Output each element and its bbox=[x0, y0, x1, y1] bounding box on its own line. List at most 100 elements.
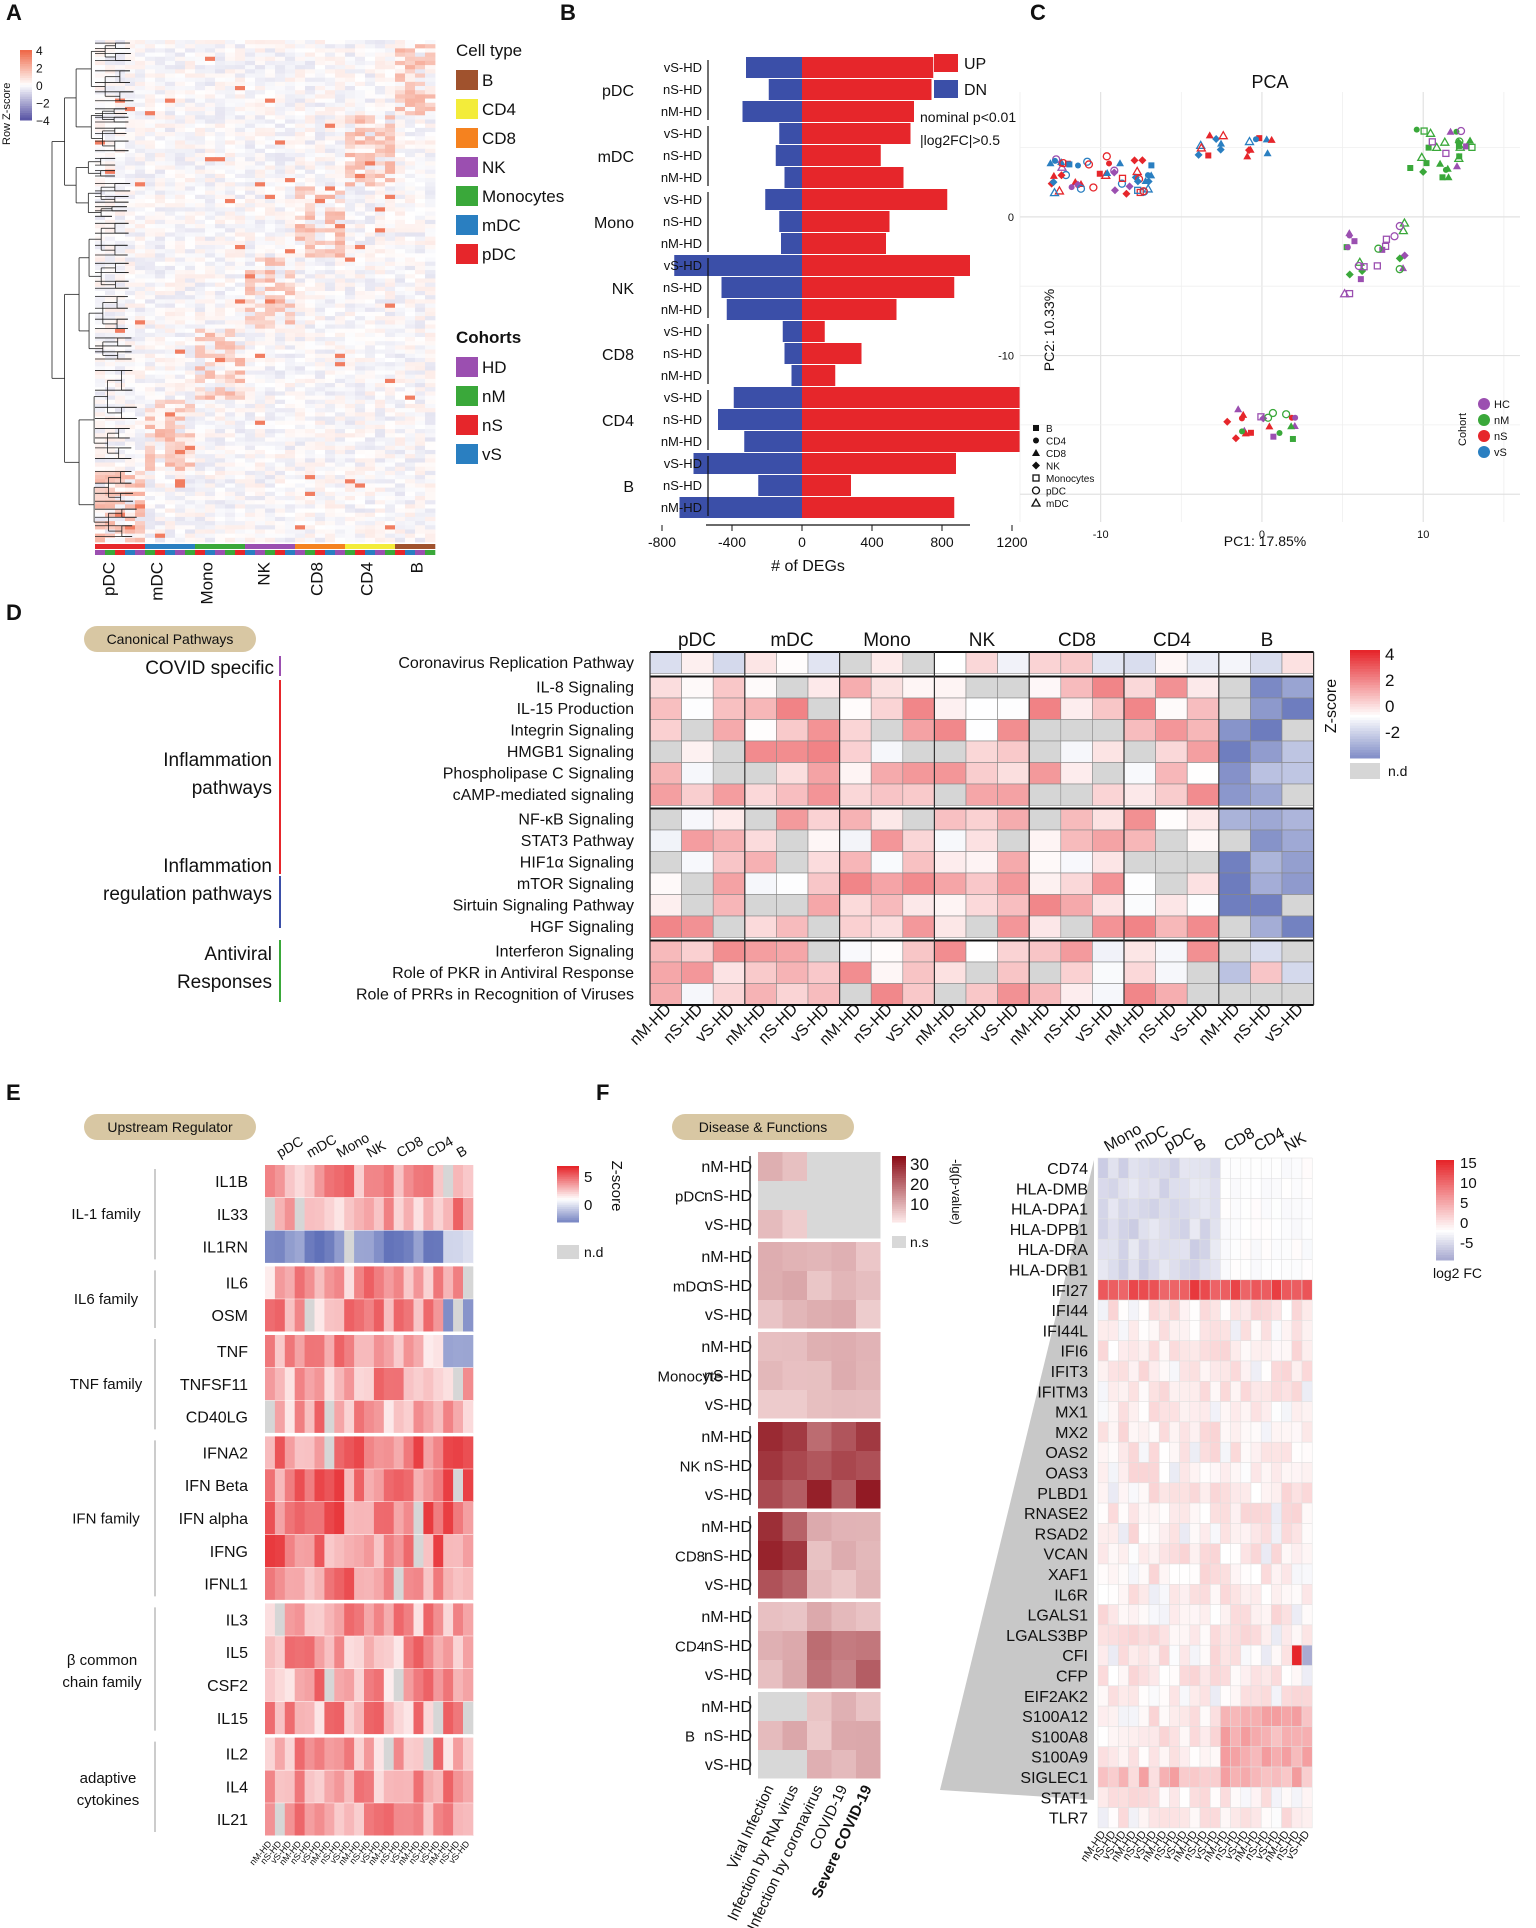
pca-point bbox=[1073, 180, 1082, 189]
heatmap-cell bbox=[165, 161, 176, 166]
heatmap-cell bbox=[165, 211, 176, 217]
heatmap-cell bbox=[255, 399, 266, 405]
heatmap-cell bbox=[205, 240, 216, 246]
heatmap-cell bbox=[295, 69, 306, 74]
heatmap-cell bbox=[125, 533, 136, 539]
pca-point bbox=[1444, 173, 1453, 181]
heatmap-cell bbox=[115, 516, 126, 522]
heatmap-cell bbox=[405, 525, 416, 530]
heatmap-cell bbox=[165, 495, 176, 501]
heatmap-cell bbox=[385, 278, 396, 284]
heatmap-cell bbox=[335, 261, 346, 267]
heatmap-cell bbox=[205, 127, 216, 133]
heatmap-cell bbox=[425, 73, 436, 79]
heatmap-cell bbox=[155, 337, 166, 342]
heatmap-cell bbox=[265, 307, 276, 313]
heatmap-cell bbox=[335, 186, 346, 191]
heatmap-cell bbox=[305, 161, 316, 166]
heatmap-cell bbox=[275, 81, 286, 87]
heatmap-cell bbox=[215, 291, 226, 296]
heatmap-cell bbox=[375, 52, 386, 58]
heatmap-cell bbox=[355, 437, 366, 442]
heatmap-cell bbox=[405, 378, 416, 384]
heatmap-cell bbox=[425, 253, 436, 258]
heatmap-cell bbox=[275, 504, 286, 509]
heatmap-cell bbox=[155, 123, 166, 129]
heatmap-cell bbox=[325, 307, 336, 313]
heatmap-cell bbox=[215, 441, 226, 447]
pca-point bbox=[1243, 152, 1252, 160]
heatmap-cell bbox=[125, 265, 136, 271]
heatmap-cell bbox=[265, 48, 276, 53]
heatmap-cell bbox=[345, 215, 356, 221]
heatmap-cell bbox=[185, 311, 196, 317]
heatmap-cell bbox=[325, 391, 336, 396]
heatmap-cell bbox=[95, 244, 106, 250]
pathway-cell bbox=[649, 762, 682, 785]
heatmap-cell bbox=[245, 94, 256, 99]
cohort-bar bbox=[175, 550, 186, 555]
heatmap-cell bbox=[245, 424, 256, 430]
heatmap-cell bbox=[95, 215, 106, 221]
heatmap-cell bbox=[335, 504, 346, 509]
heatmap-cell bbox=[225, 261, 236, 267]
heatmap-cell bbox=[155, 186, 166, 191]
heatmap-cell bbox=[175, 458, 186, 463]
heatmap-cell bbox=[415, 140, 426, 145]
heatmap-cell bbox=[225, 182, 236, 187]
heatmap-cell bbox=[295, 203, 306, 208]
heatmap-cell bbox=[385, 165, 396, 171]
heatmap-cell bbox=[135, 60, 146, 66]
heatmap-cell bbox=[295, 182, 306, 187]
heatmap-cell bbox=[205, 303, 216, 309]
heatmap-cell bbox=[305, 257, 316, 263]
pathway-cell bbox=[965, 808, 998, 831]
heatmap-cell bbox=[405, 391, 416, 396]
heatmap-cell bbox=[225, 378, 236, 384]
heatmap-cell bbox=[345, 299, 356, 304]
heatmap-cell bbox=[335, 491, 346, 497]
heatmap-cell bbox=[145, 257, 156, 263]
heatmap-cell bbox=[195, 144, 206, 150]
heatmap-cell bbox=[235, 40, 246, 45]
heatmap-cell bbox=[245, 56, 256, 62]
heatmap-cell bbox=[105, 165, 116, 171]
heatmap-cell bbox=[365, 56, 376, 62]
heatmap-cell bbox=[405, 370, 416, 376]
heatmap-cell bbox=[385, 295, 396, 300]
heatmap-cell bbox=[95, 320, 106, 325]
heatmap-cell bbox=[105, 52, 116, 58]
heatmap-cell bbox=[235, 265, 246, 271]
pathway-cell bbox=[870, 894, 904, 917]
pathway-cell bbox=[902, 872, 935, 895]
heatmap-cell bbox=[385, 219, 396, 225]
heatmap-cell bbox=[95, 429, 106, 434]
heatmap-cell bbox=[175, 65, 186, 70]
heatmap-cell bbox=[325, 132, 336, 137]
heatmap-cell bbox=[215, 253, 226, 258]
heatmap-cell bbox=[365, 512, 376, 518]
heatmap-cell bbox=[275, 44, 286, 49]
heatmap-cell bbox=[375, 274, 386, 279]
heatmap-cell bbox=[355, 244, 366, 250]
heatmap-cell bbox=[265, 119, 276, 125]
heatmap-cell bbox=[305, 483, 316, 489]
heatmap-cell bbox=[415, 533, 426, 539]
pathway-cell bbox=[1123, 740, 1156, 763]
heatmap-cell bbox=[185, 362, 196, 367]
heatmap-cell bbox=[185, 186, 196, 191]
heatmap-cell bbox=[345, 190, 356, 196]
pathway-cell bbox=[870, 719, 904, 742]
pathway-cell bbox=[965, 697, 998, 720]
pca-point bbox=[1125, 182, 1134, 191]
heatmap-cell bbox=[95, 253, 106, 258]
heatmap-cell bbox=[405, 320, 416, 325]
heatmap-cell bbox=[145, 487, 156, 493]
heatmap-cell bbox=[365, 152, 376, 158]
heatmap-cell bbox=[175, 244, 186, 250]
heatmap-cell bbox=[105, 525, 116, 530]
legend-up-swatch bbox=[934, 54, 958, 72]
pathway-cell bbox=[1250, 829, 1283, 852]
heatmap-cell bbox=[375, 73, 386, 79]
heatmap-cell bbox=[285, 148, 296, 154]
